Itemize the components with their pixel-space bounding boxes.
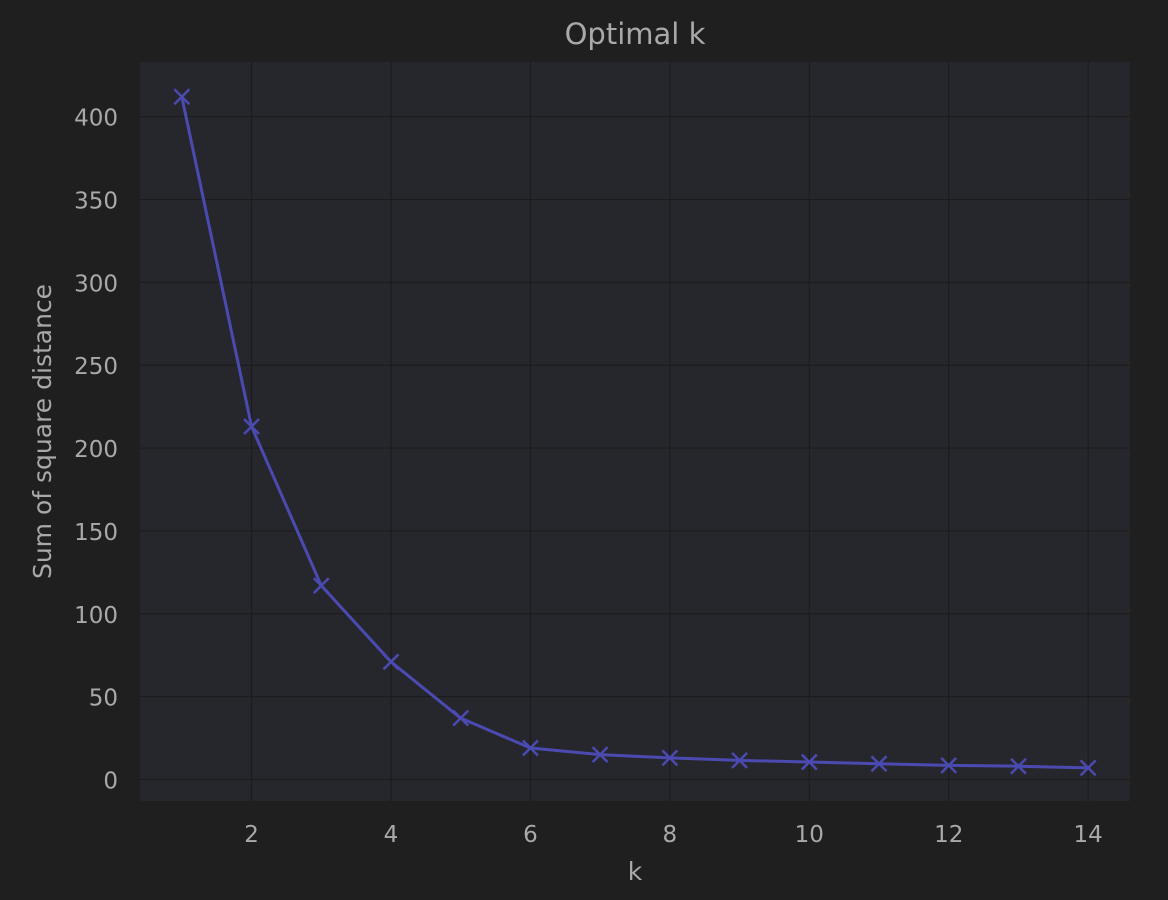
x-tick-label: 14 xyxy=(1074,822,1103,848)
data-point-marker xyxy=(243,418,260,435)
marker-stroke xyxy=(940,756,958,774)
marker-stroke xyxy=(1079,759,1097,777)
data-point-marker xyxy=(940,756,958,774)
y-tick-label: 300 xyxy=(74,271,118,297)
chart-title: Optimal k xyxy=(565,17,706,51)
marker-stroke xyxy=(591,746,609,763)
y-tick-label: 250 xyxy=(74,354,118,380)
x-tick-label: 12 xyxy=(934,822,963,848)
marker-stroke xyxy=(870,755,888,773)
data-point-marker xyxy=(1010,757,1027,775)
y-tick-label: 150 xyxy=(74,520,118,546)
data-point-marker xyxy=(452,709,470,727)
marker-stroke xyxy=(382,653,400,671)
data-point-marker xyxy=(870,755,888,773)
marker-stroke xyxy=(452,709,470,727)
y-tick-label: 350 xyxy=(74,189,118,215)
x-tick-label: 2 xyxy=(244,822,259,848)
plot-area xyxy=(140,62,1130,801)
data-point-marker xyxy=(591,746,609,763)
marker-stroke xyxy=(1010,757,1027,775)
x-tick-label: 4 xyxy=(384,822,399,848)
y-tick-label: 100 xyxy=(74,603,118,629)
data-point-marker xyxy=(382,653,400,671)
y-tick-label: 400 xyxy=(74,106,118,132)
marker-stroke xyxy=(173,88,191,106)
data-point-marker xyxy=(661,749,679,767)
x-tick-label: 10 xyxy=(795,822,824,848)
x-axis-label: k xyxy=(628,857,643,886)
marker-stroke xyxy=(243,418,260,435)
x-tick-label: 8 xyxy=(663,822,678,848)
marker-stroke xyxy=(312,577,330,594)
data-series xyxy=(173,88,1097,777)
data-point-marker xyxy=(800,753,818,771)
data-point-marker xyxy=(173,88,191,106)
data-point-marker xyxy=(731,752,748,769)
data-point-marker xyxy=(522,739,539,757)
marker-stroke xyxy=(800,753,818,771)
data-point-marker xyxy=(1079,759,1097,777)
y-axis-label: Sum of square distance xyxy=(28,284,57,579)
y-tick-label: 50 xyxy=(89,686,118,712)
marker-stroke xyxy=(731,752,748,769)
y-tick-label: 0 xyxy=(103,768,118,794)
marker-stroke xyxy=(522,739,539,757)
tick-labels: 2 4 6 8 10 12 14 0 50 100 150 200 250 300 350 400 xyxy=(74,106,1103,848)
grid-lines xyxy=(140,62,1130,801)
marker-stroke xyxy=(661,749,679,767)
x-tick-label: 6 xyxy=(523,822,538,848)
series-line xyxy=(180,96,1089,770)
y-tick-label: 200 xyxy=(74,437,118,463)
data-point-marker xyxy=(312,577,330,594)
